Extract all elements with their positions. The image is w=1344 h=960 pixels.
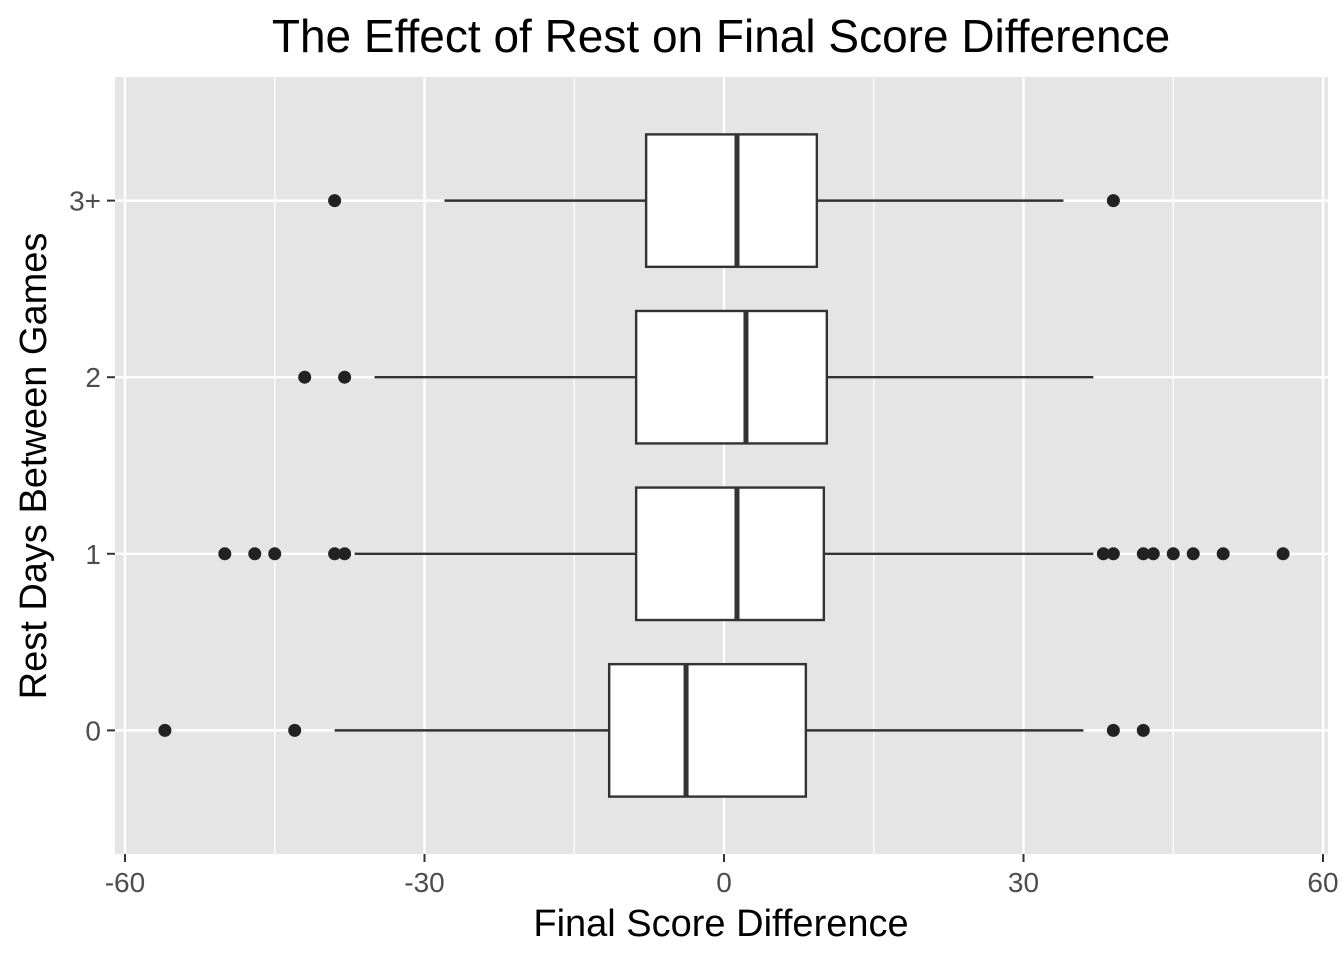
chart-title: The Effect of Rest on Final Score Differ… xyxy=(272,10,1170,62)
outlier-point xyxy=(158,723,172,737)
outlier-point xyxy=(1276,547,1290,561)
outlier-point xyxy=(1136,547,1150,561)
y-tick-label: 2 xyxy=(85,362,101,393)
x-tick-label: -60 xyxy=(105,867,145,898)
outlier-point xyxy=(218,547,232,561)
outlier-point xyxy=(1106,723,1120,737)
x-tick-label: -30 xyxy=(404,867,444,898)
whiskers xyxy=(334,199,1094,732)
outlier-point xyxy=(328,547,342,561)
outlier-point xyxy=(1136,723,1150,737)
axes: -60 -30 0 30 60 0 1 2 3+ xyxy=(69,186,1339,898)
outlier-point xyxy=(338,370,352,384)
outlier-point xyxy=(1166,547,1180,561)
x-axis-title: Final Score Difference xyxy=(533,903,908,945)
x-tick-label: 0 xyxy=(716,867,732,898)
box xyxy=(634,309,829,445)
y-tick-label: 0 xyxy=(85,715,101,746)
outliers xyxy=(158,194,1290,737)
outlier-point xyxy=(1186,547,1200,561)
y-tick-label: 3+ xyxy=(69,186,101,217)
outlier-point xyxy=(1106,194,1120,208)
outlier-point xyxy=(1096,547,1110,561)
outlier-point xyxy=(338,547,352,561)
x-tick-label: 60 xyxy=(1307,867,1338,898)
boxes xyxy=(607,133,829,798)
y-axis-title: Rest Days Between Games xyxy=(13,233,55,700)
outlier-point xyxy=(298,370,312,384)
outlier-point xyxy=(248,547,262,561)
y-tick-label: 1 xyxy=(85,539,101,570)
outlier-point xyxy=(288,723,302,737)
outlier-point xyxy=(268,547,282,561)
outlier-point xyxy=(1106,547,1120,561)
outlier-point xyxy=(328,194,342,208)
box xyxy=(634,486,826,622)
outlier-point xyxy=(1216,547,1230,561)
outlier-point xyxy=(1146,547,1160,561)
box xyxy=(644,133,819,269)
x-tick-label: 30 xyxy=(1008,867,1039,898)
box xyxy=(607,662,808,798)
